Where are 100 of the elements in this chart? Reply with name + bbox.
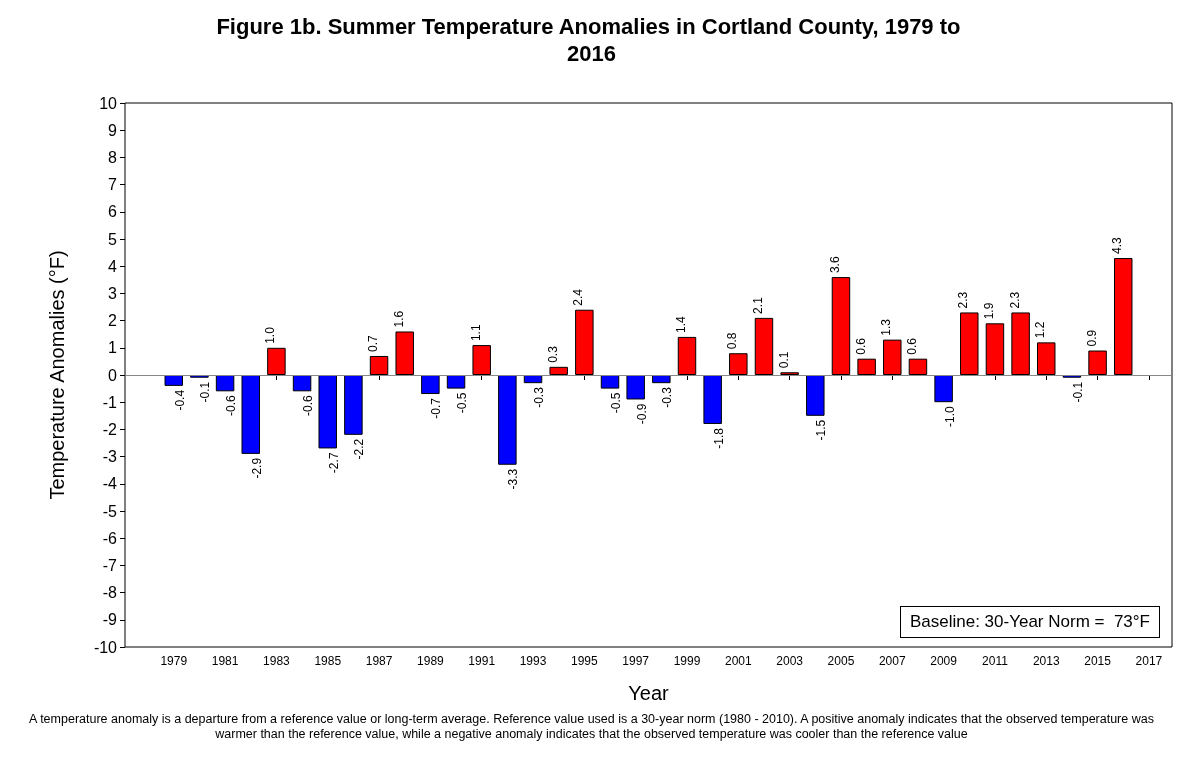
x-tick-label: 1987 bbox=[365, 654, 393, 668]
x-tick-label: 2011 bbox=[982, 654, 1009, 668]
bar bbox=[1011, 312, 1030, 375]
y-tick-label: -10 bbox=[93, 638, 118, 656]
data-label: -0.3 bbox=[532, 386, 547, 408]
y-tick-label: -9 bbox=[102, 611, 118, 629]
data-label: -3.3 bbox=[506, 468, 521, 490]
data-label: 4.3 bbox=[1110, 237, 1125, 255]
data-label: 1.3 bbox=[879, 318, 894, 336]
y-tick-label: 3 bbox=[108, 284, 118, 302]
data-label: 0.6 bbox=[853, 337, 868, 355]
bar bbox=[934, 375, 953, 403]
bar bbox=[446, 375, 466, 389]
data-label: -0.9 bbox=[634, 403, 649, 425]
y-tick-label: 8 bbox=[108, 148, 118, 166]
bar bbox=[1114, 258, 1133, 375]
x-tick-label: 1995 bbox=[570, 654, 599, 668]
data-label: -2.9 bbox=[249, 457, 264, 479]
y-tick-label: -2 bbox=[102, 420, 118, 438]
data-label: -0.3 bbox=[660, 386, 675, 408]
x-tick-label: 1993 bbox=[519, 654, 547, 668]
data-label: -2.2 bbox=[352, 438, 367, 460]
text: A temperature anomaly is a departure from a reference value or long-term average. Reference value used is a 30-year norm (1980 - 2010). A positive anomaly indicates that the observed temperature was warmer than the reference value, while a negative anomaly indicates that the observed temperature was cooler than the reference value bbox=[28, 712, 1155, 742]
x-tick-label: 2013 bbox=[1032, 654, 1060, 668]
bar bbox=[318, 375, 337, 449]
y-tick-label: -4 bbox=[102, 475, 118, 493]
bar bbox=[215, 375, 235, 392]
data-label: -2.7 bbox=[326, 452, 341, 474]
x-tick-label: 1981 bbox=[211, 654, 239, 668]
chart-title: Figure 1b. Summer Temperature Anomalies in Cortland County, 1979 to 2016 bbox=[216, 14, 967, 66]
annotation: Baseline: 30-Year Norm = 73°F bbox=[899, 606, 1160, 638]
data-label: 1.0 bbox=[263, 326, 278, 344]
data-label: 0.3 bbox=[545, 345, 560, 363]
bar bbox=[421, 375, 440, 395]
bar bbox=[395, 331, 414, 375]
x-axis-title: Year bbox=[628, 682, 670, 704]
x-tick-label: 1997 bbox=[622, 654, 650, 668]
y-tick-label: 5 bbox=[108, 230, 118, 248]
data-label: -1.8 bbox=[711, 427, 726, 449]
y-tick-label: -3 bbox=[102, 448, 118, 466]
bar bbox=[292, 375, 312, 392]
data-label: 1.2 bbox=[1033, 321, 1048, 339]
data-label: 2.3 bbox=[956, 291, 971, 309]
x-tick-label: 1989 bbox=[417, 654, 445, 668]
bar bbox=[241, 375, 260, 454]
bar bbox=[164, 375, 183, 386]
x-tick-label: 1979 bbox=[160, 654, 188, 668]
bar bbox=[703, 375, 722, 424]
data-label: -0.5 bbox=[609, 392, 624, 414]
bar bbox=[600, 375, 620, 389]
data-label: -1.5 bbox=[814, 419, 829, 441]
data-label: 2.3 bbox=[1007, 291, 1022, 309]
y-tick-label: -5 bbox=[102, 502, 118, 520]
data-label: 1.6 bbox=[391, 310, 406, 328]
y-tick-label: 4 bbox=[108, 257, 118, 275]
x-tick-label: 2009 bbox=[930, 654, 958, 668]
data-label: 0.9 bbox=[1084, 329, 1099, 347]
x-tick-label: 1985 bbox=[314, 654, 342, 668]
x-tick-label: 1991 bbox=[468, 654, 496, 668]
y-tick-label: 6 bbox=[108, 203, 118, 221]
data-label: 1.4 bbox=[673, 315, 688, 333]
y-tick-label: -6 bbox=[102, 529, 118, 547]
x-tick-label: 2005 bbox=[827, 654, 855, 668]
y-tick-label: -1 bbox=[102, 393, 118, 411]
bar bbox=[908, 358, 928, 375]
data-label: 2.1 bbox=[750, 296, 765, 314]
y-tick-label: 0 bbox=[108, 366, 118, 384]
data-label: 2.4 bbox=[571, 288, 586, 306]
x-tick-label: 2007 bbox=[878, 654, 906, 668]
x-tick-label: 2001 bbox=[724, 654, 752, 668]
y-tick-label: 9 bbox=[108, 121, 118, 139]
data-label: 1.1 bbox=[468, 324, 483, 342]
bar bbox=[960, 312, 979, 375]
y-tick-label: -8 bbox=[102, 584, 118, 602]
data-label: -0.5 bbox=[455, 392, 470, 414]
x-tick-label: 2015 bbox=[1084, 654, 1112, 668]
x-tick-label: 1983 bbox=[263, 654, 291, 668]
bar bbox=[498, 375, 517, 465]
data-label: 0.1 bbox=[776, 351, 791, 369]
data-label: -0.1 bbox=[198, 381, 213, 403]
bar bbox=[549, 366, 568, 375]
bar bbox=[806, 375, 825, 416]
y-tick-label: 10 bbox=[99, 94, 118, 112]
data-label: -0.6 bbox=[224, 395, 239, 417]
y-tick-label: 1 bbox=[108, 339, 118, 357]
data-label: -1.0 bbox=[942, 405, 957, 427]
y-axis-title: Temperature Anomalies (°F) bbox=[46, 250, 68, 500]
y-tick-label: 7 bbox=[108, 176, 118, 194]
data-label: -0.1 bbox=[1070, 381, 1085, 403]
data-label: 1.9 bbox=[981, 302, 996, 320]
data-label: -0.4 bbox=[172, 389, 187, 411]
data-label: -0.6 bbox=[301, 395, 316, 417]
data-label: -0.7 bbox=[429, 397, 444, 419]
y-tick-label: 2 bbox=[108, 312, 118, 330]
bar bbox=[754, 317, 774, 375]
x-tick-label: 2003 bbox=[776, 654, 804, 668]
data-label: 0.8 bbox=[725, 332, 740, 350]
bar bbox=[626, 375, 645, 400]
data-label: 3.6 bbox=[827, 256, 842, 274]
x-tick-label: 2017 bbox=[1135, 654, 1163, 668]
